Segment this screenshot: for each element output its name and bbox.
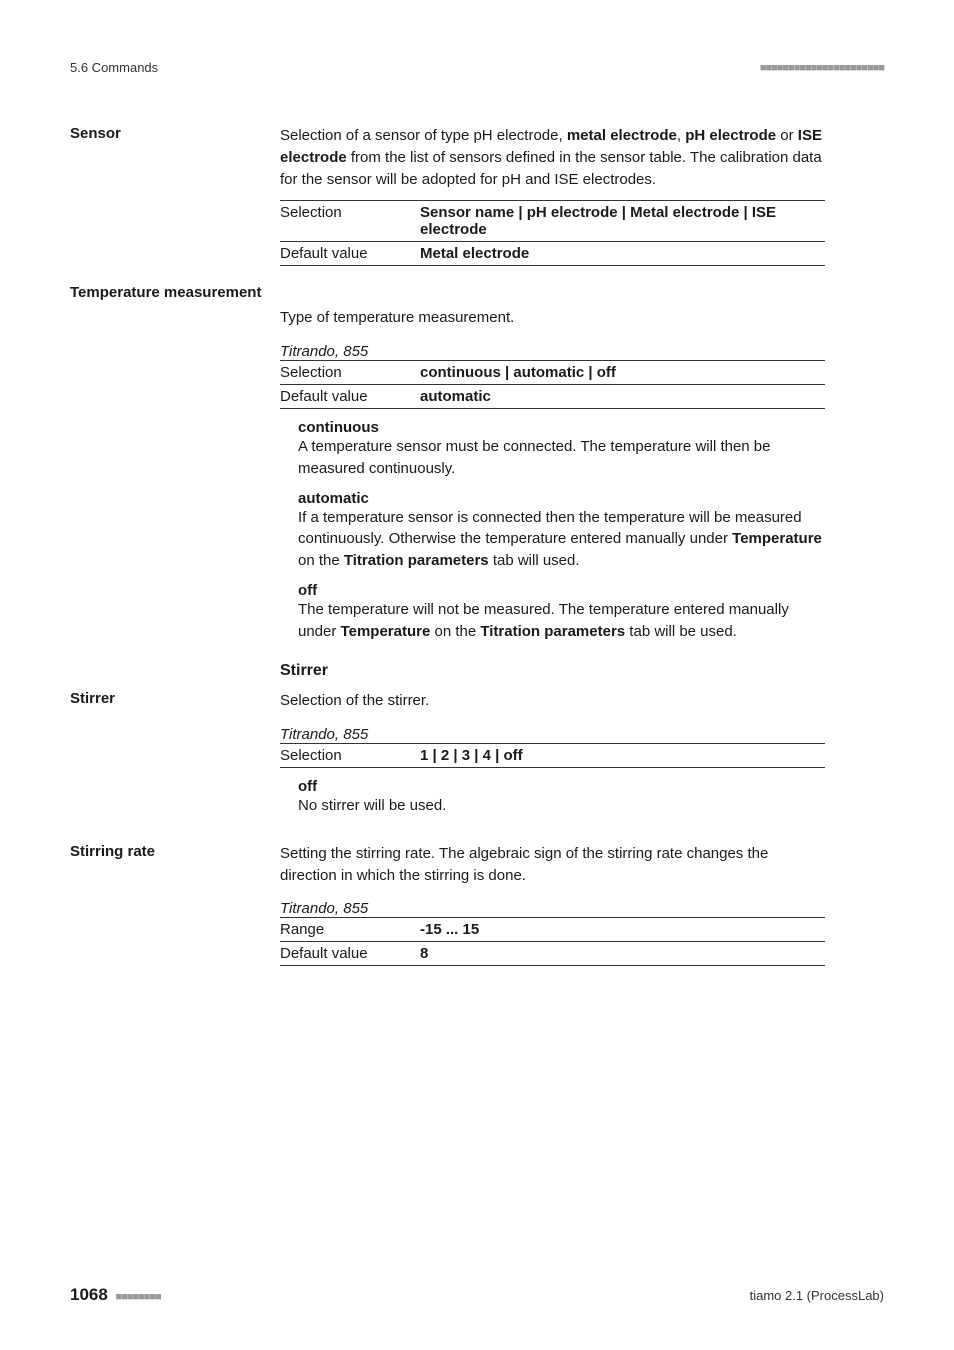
stirring-rate-device: Titrando, 855 [280, 900, 825, 917]
stirrer-selection-row: Selection 1 | 2 | 3 | 4 | off [280, 743, 825, 768]
temperature-description: Type of temperature measurement. [280, 307, 825, 329]
temperature-selection-key: Selection [280, 364, 420, 381]
opt3-b2: Titration parameters [480, 623, 625, 640]
header-section-text: 5.6 Commands [70, 60, 158, 75]
page-header: 5.6 Commands ■■■■■■■■■■■■■■■■■■■■■■ [70, 60, 884, 75]
sensor-selection-val: Sensor name | pH electrode | Metal elect… [420, 204, 825, 238]
stirrer-device: Titrando, 855 [280, 726, 825, 743]
footer-decor: ■■■■■■■■ [115, 1291, 160, 1303]
page-footer: 1068 ■■■■■■■■ tiamo 2.1 (ProcessLab) [70, 1285, 884, 1305]
sensor-desc-mid1: , [677, 127, 685, 144]
stirrer-selection-val: 1 | 2 | 3 | 4 | off [420, 747, 825, 764]
rate-default-val: 8 [420, 945, 825, 962]
opt2-mid: on the [298, 552, 344, 569]
temperature-options: continuous A temperature sensor must be … [280, 419, 825, 642]
temperature-default-row: Default value automatic [280, 384, 825, 409]
opt-continuous-title: continuous [298, 419, 825, 436]
opt-continuous-desc: A temperature sensor must be connected. … [298, 436, 825, 480]
rate-default-key: Default value [280, 945, 420, 962]
opt3-post: tab will be used. [625, 623, 737, 640]
stirrer-off-title: off [298, 778, 825, 795]
sensor-label: Sensor [70, 125, 280, 142]
header-decor: ■■■■■■■■■■■■■■■■■■■■■■ [760, 62, 884, 74]
opt3-b1: Temperature [341, 623, 431, 640]
stirrer-description: Selection of the stirrer. [280, 690, 825, 712]
stirring-rate-description: Setting the stirring rate. The algebraic… [280, 843, 825, 887]
footer-left: 1068 ■■■■■■■■ [70, 1285, 161, 1305]
stirrer-block: Stirrer Selection of the stirrer. Titran… [70, 690, 884, 827]
page-number: 1068 [70, 1285, 108, 1304]
sensor-block: Sensor Selection of a sensor of type pH … [70, 125, 884, 266]
temperature-default-val: automatic [420, 388, 825, 405]
sensor-desc-post: from the list of sensors defined in the … [280, 149, 822, 188]
sensor-selection-row: Selection Sensor name | pH electrode | M… [280, 200, 825, 241]
sensor-default-row: Default value Metal electrode [280, 241, 825, 266]
temperature-selection-val: continuous | automatic | off [420, 364, 825, 381]
rate-default-row: Default value 8 [280, 941, 825, 966]
rate-range-val: -15 ... 15 [420, 921, 825, 938]
footer-product: tiamo 2.1 (ProcessLab) [750, 1288, 884, 1303]
opt2-post: tab will used. [489, 552, 580, 569]
temperature-label: Temperature measurement [70, 284, 884, 301]
temperature-selection-row: Selection continuous | automatic | off [280, 360, 825, 384]
opt2-b2: Titration parameters [344, 552, 489, 569]
temperature-device: Titrando, 855 [280, 343, 825, 360]
sensor-desc-mid2: or [776, 127, 798, 144]
opt3-mid: on the [430, 623, 480, 640]
rate-range-row: Range -15 ... 15 [280, 917, 825, 941]
opt-automatic-title: automatic [298, 490, 825, 507]
opt-automatic-desc: If a temperature sensor is connected the… [298, 507, 825, 572]
sensor-desc-b1: metal electrode [567, 127, 677, 144]
stirring-rate-block: Stirring rate Setting the stirring rate.… [70, 843, 884, 967]
opt2-pre: If a temperature sensor is connected the… [298, 509, 802, 548]
stirrer-label: Stirrer [70, 690, 280, 707]
stirrer-options: off No stirrer will be used. [280, 778, 825, 817]
sensor-desc-pre: Selection of a sensor of type pH electro… [280, 127, 567, 144]
sensor-description: Selection of a sensor of type pH electro… [280, 125, 825, 190]
sensor-default-key: Default value [280, 245, 420, 262]
opt2-b1: Temperature [732, 530, 822, 547]
stirrer-heading: Stirrer [280, 662, 825, 680]
sensor-selection-key: Selection [280, 204, 420, 238]
opt-off-desc: The temperature will not be measured. Th… [298, 599, 825, 643]
stirrer-selection-key: Selection [280, 747, 420, 764]
sensor-default-val: Metal electrode [420, 245, 825, 262]
temperature-block: Temperature measurement Type of temperat… [70, 284, 884, 680]
temperature-default-key: Default value [280, 388, 420, 405]
opt-off-title: off [298, 582, 825, 599]
stirring-rate-label: Stirring rate [70, 843, 280, 860]
stirrer-off-desc: No stirrer will be used. [298, 795, 825, 817]
rate-range-key: Range [280, 921, 420, 938]
sensor-desc-b2: pH electrode [685, 127, 776, 144]
